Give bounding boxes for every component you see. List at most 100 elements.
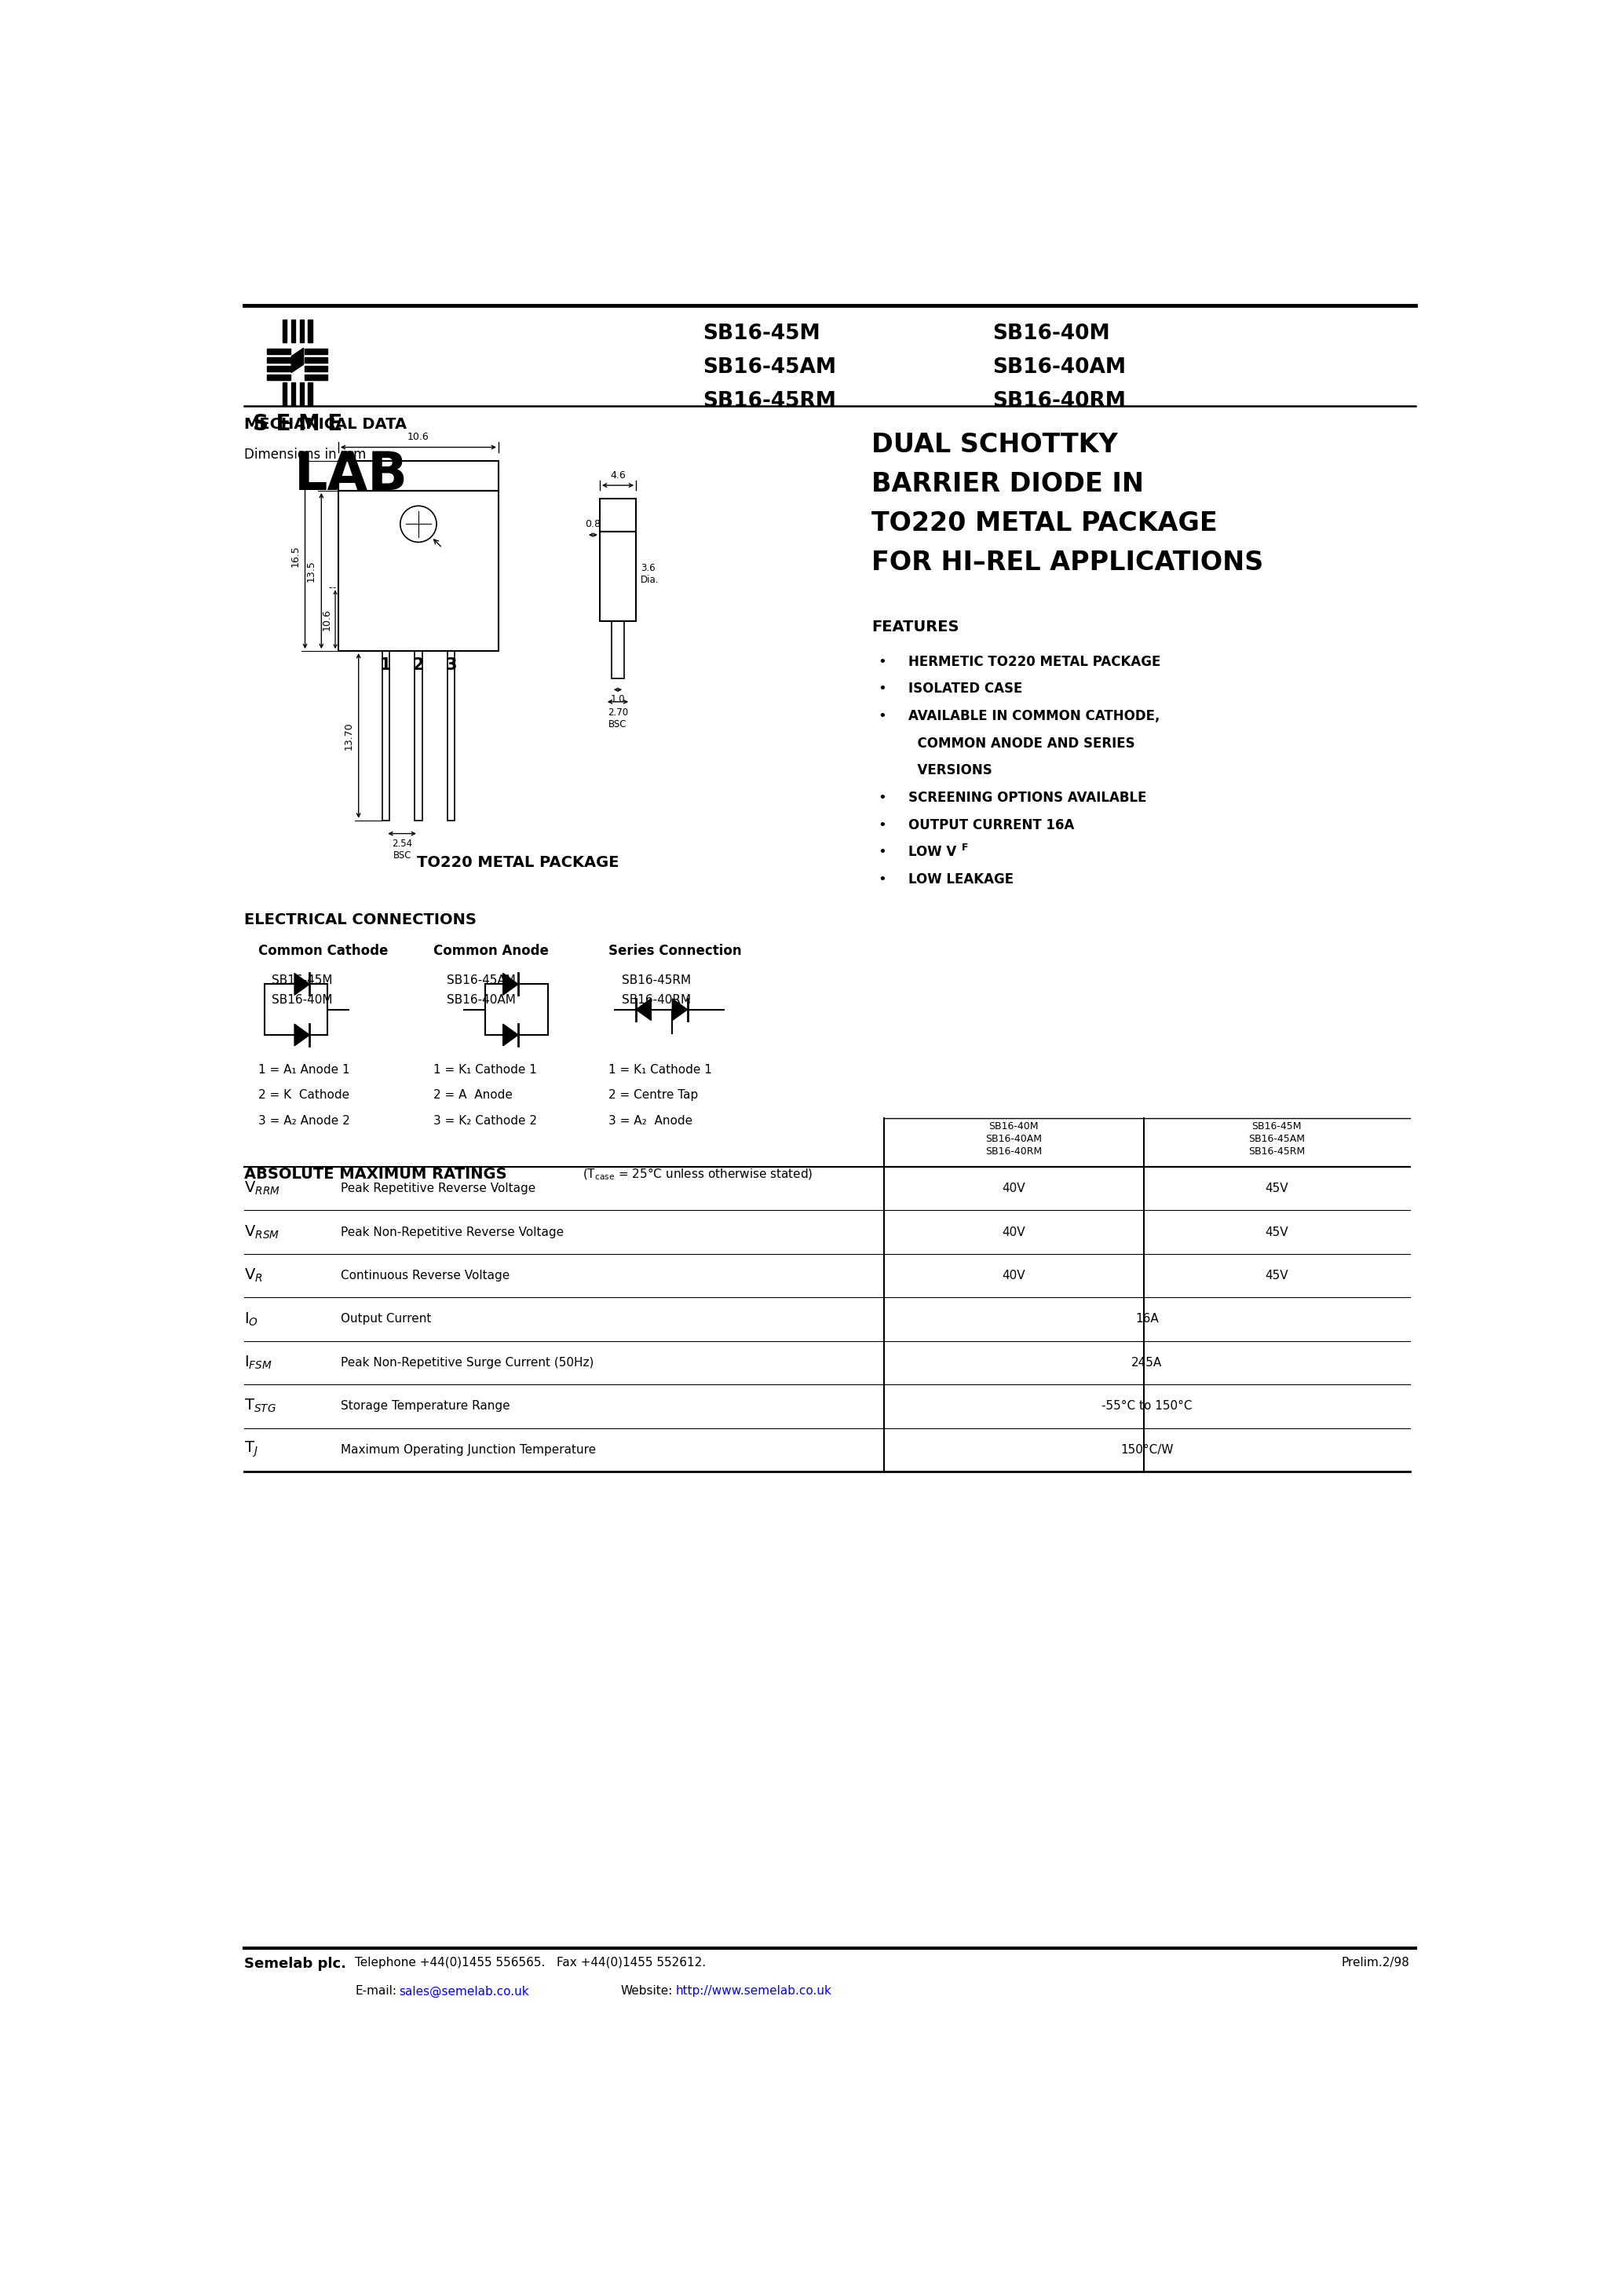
Text: SB16-40M: SB16-40M (271, 994, 333, 1006)
Text: •: • (878, 872, 886, 886)
Text: 13.70: 13.70 (344, 721, 354, 751)
Text: 40V: 40V (1002, 1226, 1025, 1238)
Bar (300, 319, 303, 342)
Text: Prelim.2/98: Prelim.2/98 (1341, 1956, 1410, 1968)
Text: SB16-45RM: SB16-45RM (702, 390, 835, 411)
Text: SB16-40M
SB16-40AM
SB16-40RM: SB16-40M SB16-40AM SB16-40RM (986, 1120, 1043, 1157)
Text: 2.70
BSC: 2.70 BSC (608, 707, 628, 730)
Text: E-mail:: E-mail: (355, 1986, 396, 1998)
Text: 45V: 45V (1265, 1226, 1288, 1238)
Text: LOW LEAKAGE: LOW LEAKAGE (908, 872, 1014, 886)
Text: 1 = A₁ Anode 1: 1 = A₁ Anode 1 (258, 1063, 350, 1077)
Bar (282, 383, 287, 406)
Text: sales@semelab.co.uk: sales@semelab.co.uk (399, 1986, 529, 1998)
Polygon shape (503, 974, 517, 994)
Text: SB16-45AM: SB16-45AM (702, 358, 835, 377)
Bar (282, 319, 287, 342)
Text: 13.5: 13.5 (307, 560, 316, 581)
Text: Common Anode: Common Anode (433, 944, 548, 957)
Text: Common Cathode: Common Cathode (258, 944, 388, 957)
Polygon shape (292, 356, 303, 372)
Text: 10.6: 10.6 (321, 608, 331, 629)
Text: Website:: Website: (621, 1986, 673, 1998)
Text: •: • (878, 817, 886, 831)
Bar (448, 652, 454, 820)
Text: 2 = K  Cathode: 2 = K Cathode (258, 1088, 349, 1102)
Text: SB16-40RM: SB16-40RM (623, 994, 691, 1006)
Text: AVAILABLE IN COMMON CATHODE,: AVAILABLE IN COMMON CATHODE, (908, 709, 1160, 723)
Text: SB16-45M: SB16-45M (702, 324, 821, 344)
Text: 10.6: 10.6 (407, 432, 430, 443)
Text: $\mathregular{I}_{FSM}$: $\mathregular{I}_{FSM}$ (245, 1355, 272, 1371)
Text: 1 = K₁ Cathode 1: 1 = K₁ Cathode 1 (433, 1063, 537, 1077)
Text: SB16-45AM: SB16-45AM (446, 974, 516, 987)
Text: •: • (878, 845, 886, 859)
Text: •: • (878, 654, 886, 668)
Text: Peak Non-Repetitive Reverse Voltage: Peak Non-Repetitive Reverse Voltage (341, 1226, 564, 1238)
Text: $\mathregular{I}_{O}$: $\mathregular{I}_{O}$ (245, 1311, 258, 1327)
Polygon shape (292, 349, 303, 365)
Text: Maximum Operating Junction Temperature: Maximum Operating Junction Temperature (341, 1444, 597, 1456)
Text: •: • (878, 709, 886, 723)
Text: (T$_\mathregular{case}$ = 25°C unless otherwise stated): (T$_\mathregular{case}$ = 25°C unless ot… (582, 1166, 813, 1182)
Text: MECHANICAL DATA: MECHANICAL DATA (245, 418, 407, 432)
Text: DUAL SCHOTTKY: DUAL SCHOTTKY (871, 432, 1118, 457)
Text: Dimensions in mm: Dimensions in mm (245, 448, 367, 461)
Text: •: • (878, 682, 886, 696)
Text: Telephone +44(0)1455 556565.   Fax +44(0)1455 552612.: Telephone +44(0)1455 556565. Fax +44(0)1… (355, 1956, 706, 1968)
Text: LAB: LAB (295, 450, 409, 501)
Text: 2: 2 (412, 657, 423, 673)
Text: ABSOLUTE MAXIMUM RATINGS: ABSOLUTE MAXIMUM RATINGS (245, 1166, 508, 1182)
Text: SB16-40AM: SB16-40AM (446, 994, 516, 1006)
Text: •: • (878, 790, 886, 806)
Bar (268, 365, 290, 372)
Bar (268, 358, 290, 363)
Text: Output Current: Output Current (341, 1313, 431, 1325)
Text: $\mathregular{V}_{RSM}$: $\mathregular{V}_{RSM}$ (245, 1224, 279, 1240)
Bar (290, 319, 295, 342)
Text: TO220 METAL PACKAGE: TO220 METAL PACKAGE (871, 510, 1218, 537)
Polygon shape (295, 1024, 310, 1045)
Bar (339, 461, 498, 491)
Text: Continuous Reverse Voltage: Continuous Reverse Voltage (341, 1270, 509, 1281)
Text: S E M E: S E M E (253, 413, 342, 434)
Text: 1: 1 (380, 657, 391, 673)
Bar (305, 349, 328, 354)
Text: OUTPUT CURRENT 16A: OUTPUT CURRENT 16A (908, 817, 1074, 831)
Bar (305, 374, 328, 381)
Text: ELECTRICAL CONNECTIONS: ELECTRICAL CONNECTIONS (245, 914, 477, 928)
Text: 0.8: 0.8 (584, 519, 600, 528)
Bar (339, 491, 498, 652)
Text: FEATURES: FEATURES (871, 620, 959, 634)
Bar (268, 374, 290, 381)
Text: -55°C to 150°C: -55°C to 150°C (1101, 1401, 1192, 1412)
Text: $\mathregular{V}_{RRM}$: $\mathregular{V}_{RRM}$ (245, 1180, 281, 1196)
Polygon shape (672, 999, 688, 1019)
Text: 4.6: 4.6 (610, 471, 626, 480)
Text: COMMON ANODE AND SERIES: COMMON ANODE AND SERIES (908, 737, 1135, 751)
Text: 40V: 40V (1002, 1270, 1025, 1281)
Text: SB16-45M
SB16-45AM
SB16-45RM: SB16-45M SB16-45AM SB16-45RM (1249, 1120, 1306, 1157)
Polygon shape (636, 999, 650, 1019)
Text: 245A: 245A (1132, 1357, 1163, 1368)
Polygon shape (295, 974, 310, 994)
Text: Storage Temperature Range: Storage Temperature Range (341, 1401, 511, 1412)
Text: 3 = A₂  Anode: 3 = A₂ Anode (608, 1116, 693, 1127)
Text: F: F (962, 843, 968, 852)
Text: SB16-45RM: SB16-45RM (623, 974, 691, 987)
Text: 16.5: 16.5 (290, 544, 300, 567)
Bar (300, 383, 303, 406)
Bar (383, 652, 389, 820)
Text: ISOLATED CASE: ISOLATED CASE (908, 682, 1022, 696)
Text: 150°C/W: 150°C/W (1121, 1444, 1173, 1456)
Text: $\mathregular{T}_{STG}$: $\mathregular{T}_{STG}$ (245, 1398, 276, 1414)
Text: 45V: 45V (1265, 1270, 1288, 1281)
Text: BARRIER DIODE IN: BARRIER DIODE IN (871, 471, 1144, 498)
Bar (305, 365, 328, 372)
Text: $\mathregular{T}_{J}$: $\mathregular{T}_{J}$ (245, 1440, 258, 1460)
Bar (415, 652, 422, 820)
Text: $\mathregular{V}_{R}$: $\mathregular{V}_{R}$ (245, 1267, 263, 1283)
Bar (308, 383, 313, 406)
Text: 3 = K₂ Cathode 2: 3 = K₂ Cathode 2 (433, 1116, 537, 1127)
Text: 40V: 40V (1002, 1182, 1025, 1194)
